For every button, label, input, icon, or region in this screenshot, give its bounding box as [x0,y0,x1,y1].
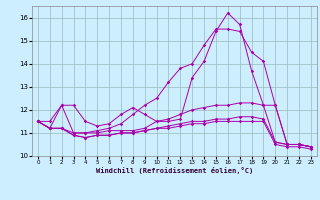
X-axis label: Windchill (Refroidissement éolien,°C): Windchill (Refroidissement éolien,°C) [96,167,253,174]
